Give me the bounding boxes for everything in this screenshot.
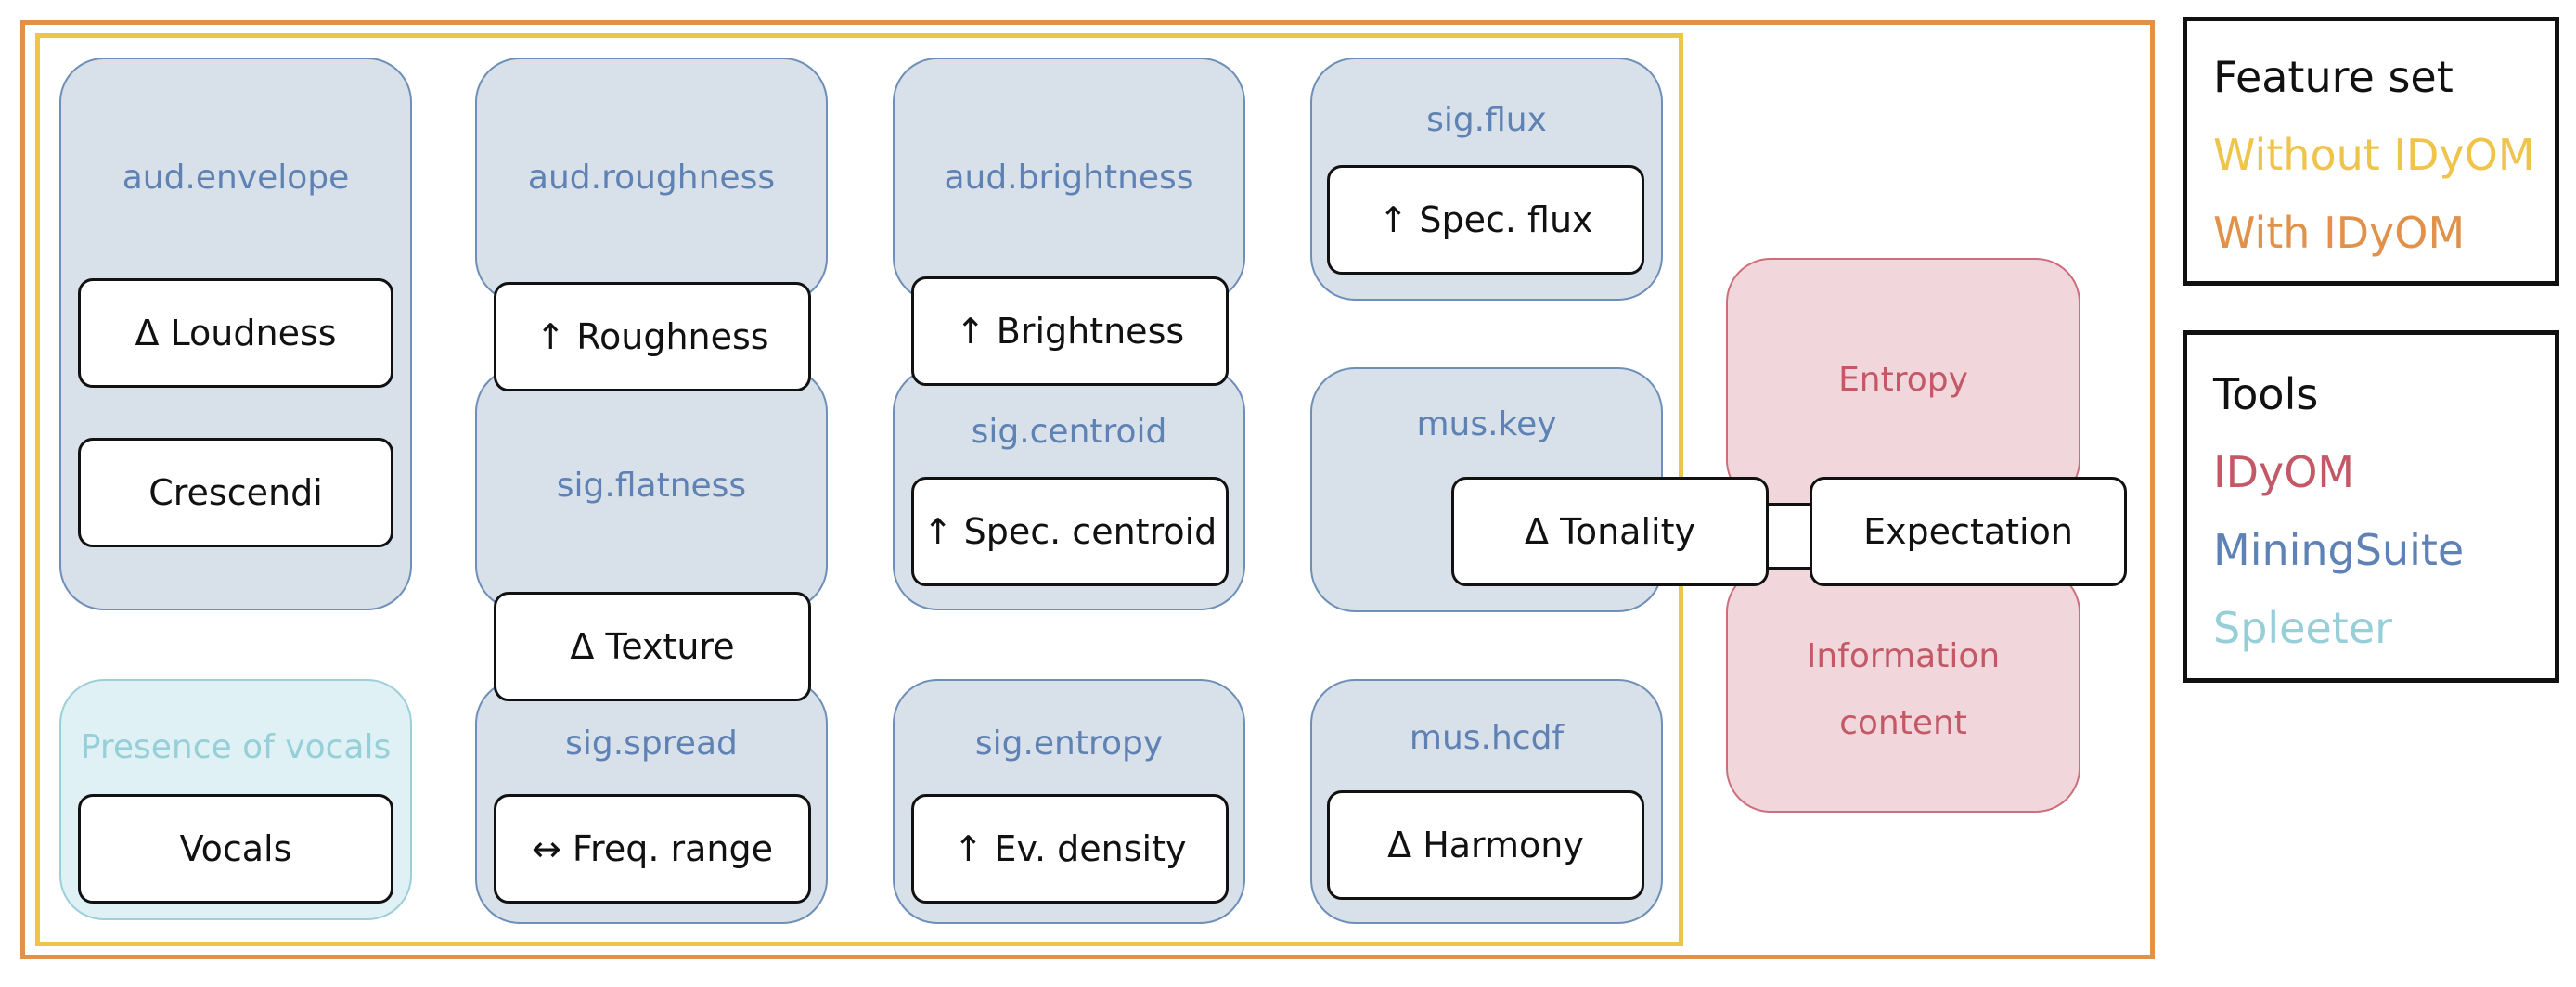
legend-feature-set: Feature set Without IDyOM With IDyOM (2183, 17, 2559, 286)
tool-label-sig-entropy: sig.entropy (974, 724, 1164, 763)
tool-label-aud-envelope: aud.envelope (122, 159, 350, 197)
feature-freq-range: ↔ Freq. range (494, 794, 811, 904)
legend-tools-title: Tools (2213, 369, 2319, 419)
legend-miningsuite: MiningSuite (2213, 525, 2465, 575)
tool-label-sig-flux: sig.flux (1426, 101, 1547, 139)
tool-label-presence-of-vocals: Presence of vocals (80, 728, 392, 766)
feature-harmony: Δ Harmony (1327, 790, 1644, 900)
legend-tools: Tools IDyOM MiningSuite Spleeter (2183, 330, 2559, 683)
tonality-expectation-connector (1763, 503, 1815, 570)
tool-label-aud-brightness: aud.brightness (944, 159, 1194, 197)
tool-label-mus-hcdf: mus.hcdf (1409, 719, 1565, 757)
tool-label-sig-centroid: sig.centroid (971, 413, 1167, 451)
feature-texture: Δ Texture (494, 592, 811, 701)
legend-idyom: IDyOM (2213, 447, 2355, 497)
tool-sig-flatness (475, 367, 828, 610)
tool-label-information-content: Information content (1806, 637, 2001, 742)
feature-crescendi: Crescendi (78, 438, 393, 547)
feature-roughness: ↑ Roughness (494, 282, 811, 391)
feature-expectation: Expectation (1810, 477, 2127, 586)
tool-entropy (1726, 258, 2080, 505)
tool-information-content (1726, 568, 2080, 813)
feature-loudness: Δ Loudness (78, 278, 393, 388)
tool-label-sig-flatness: sig.flatness (556, 467, 747, 505)
legend-feature-set-title: Feature set (2213, 52, 2454, 102)
with-idyom-frame (20, 20, 2155, 959)
feature-ev-density: ↑ Ev. density (911, 794, 1229, 904)
feature-spec-centroid: ↑ Spec. centroid (911, 477, 1229, 586)
legend-with-idyom: With IDyOM (2213, 208, 2466, 258)
tool-label-sig-spread: sig.spread (565, 724, 738, 763)
tool-label-entropy: Entropy (1838, 361, 1968, 399)
tool-aud-brightness (893, 58, 1245, 302)
feature-vocals: Vocals (78, 794, 393, 904)
legend-spleeter: Spleeter (2213, 603, 2393, 653)
tool-label-aud-roughness: aud.roughness (527, 159, 776, 197)
feature-tonality: Δ Tonality (1451, 477, 1769, 586)
tool-label-mus-key: mus.key (1416, 405, 1557, 443)
tool-aud-roughness (475, 58, 828, 302)
feature-spec-flux: ↑ Spec. flux (1327, 165, 1644, 275)
legend-without-idyom: Without IDyOM (2213, 130, 2535, 180)
feature-brightness: ↑ Brightness (911, 276, 1229, 386)
